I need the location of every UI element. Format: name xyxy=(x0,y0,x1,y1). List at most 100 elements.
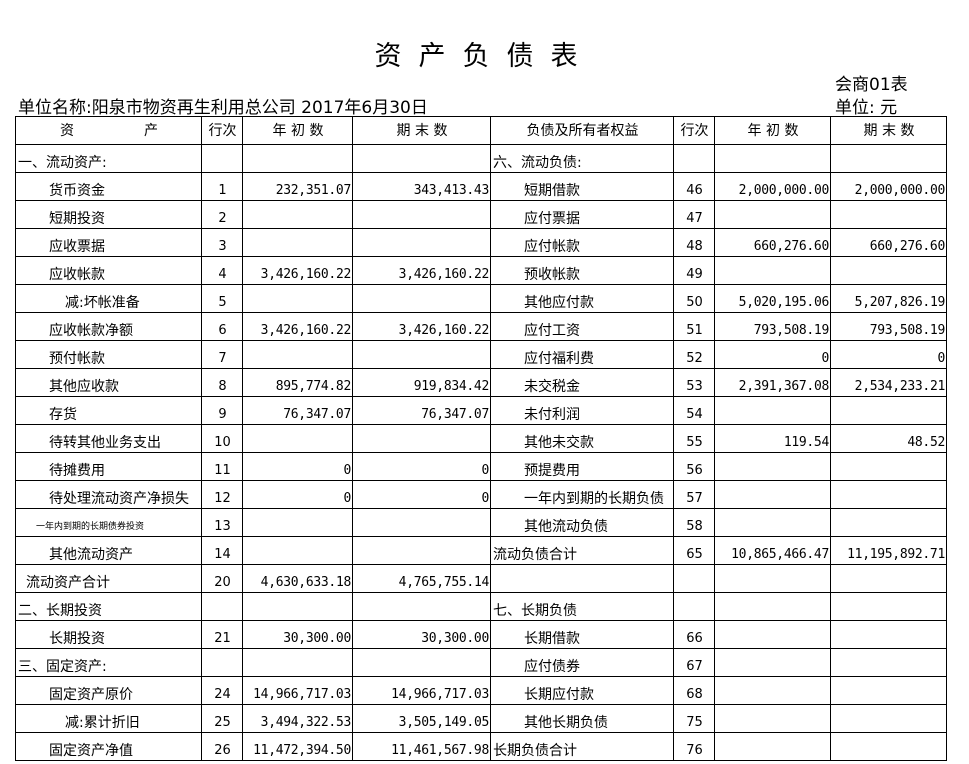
table-row: 减:坏帐准备 5 其他应付款 50 5,020,195.06 5,207,826.19 xyxy=(15,284,947,313)
asset-line-number xyxy=(201,648,243,677)
liability-ending-balance: 0 xyxy=(830,340,947,369)
table-row: 其他应收款 8 895,774.82 919,834.42 未交税金 53 2,391,36… xyxy=(15,368,947,397)
asset-beginning-balance: 0 xyxy=(242,452,353,481)
liability-beginning-balance: 2,391,367.08 xyxy=(714,368,831,397)
liability-beginning-balance xyxy=(714,200,831,229)
liability-beginning-balance xyxy=(714,564,831,593)
asset-item-label: 应收帐款净额 xyxy=(15,312,202,341)
liability-beginning-balance: 660,276.60 xyxy=(714,228,831,257)
liability-ending-balance xyxy=(830,396,947,425)
asset-line-number: 8 xyxy=(201,368,243,397)
asset-line-number: 7 xyxy=(201,340,243,369)
balance-sheet-table: 资 产 行次 年 初 数 期 末 数 负债及所有者权益 行次 年 初 数 期 末… xyxy=(15,116,947,761)
asset-ending-balance: 30,300.00 xyxy=(352,620,491,649)
liability-beginning-balance: 0 xyxy=(714,340,831,369)
liability-ending-balance: 2,000,000.00 xyxy=(830,172,947,201)
asset-ending-balance xyxy=(352,648,491,677)
liability-beginning-balance: 119.54 xyxy=(714,424,831,453)
asset-ending-balance xyxy=(352,536,491,565)
liability-ending-balance xyxy=(830,144,947,173)
liability-ending-balance xyxy=(830,508,947,537)
liability-line-number: 48 xyxy=(673,228,715,257)
asset-line-number: 3 xyxy=(201,228,243,257)
liability-item-label xyxy=(490,564,674,593)
asset-beginning-balance: 3,426,160.22 xyxy=(242,312,353,341)
asset-beginning-balance: 232,351.07 xyxy=(242,172,353,201)
liability-item-label: 其他未交款 xyxy=(490,424,674,453)
liability-ending-balance xyxy=(830,200,947,229)
asset-beginning-balance: 895,774.82 xyxy=(242,368,353,397)
liability-line-number: 58 xyxy=(673,508,715,537)
table-row: 一年内到期的长期债券投资 13 其他流动负债 58 xyxy=(15,508,947,537)
liability-line-number: 65 xyxy=(673,536,715,565)
asset-ending-balance: 3,505,149.05 xyxy=(352,704,491,733)
table-row: 存货 9 76,347.07 76,347.07 未付利润 54 xyxy=(15,396,947,425)
liability-ending-balance xyxy=(830,732,947,761)
asset-item-label: 其他应收款 xyxy=(15,368,202,397)
asset-beginning-balance xyxy=(242,284,353,313)
liability-item-label: 六、流动负债: xyxy=(490,144,674,173)
liability-ending-balance xyxy=(830,256,947,285)
asset-line-number: 9 xyxy=(201,396,243,425)
table-row: 流动资产合计 20 4,630,633.18 4,765,755.14 xyxy=(15,564,947,593)
header-end: 期 末 数 xyxy=(352,116,491,145)
asset-beginning-balance: 0 xyxy=(242,480,353,509)
form-number: 会商01表 xyxy=(835,75,908,95)
liability-line-number: 50 xyxy=(673,284,715,313)
asset-item-label: 短期投资 xyxy=(15,200,202,229)
asset-ending-balance xyxy=(352,592,491,621)
liability-beginning-balance xyxy=(714,256,831,285)
liability-beginning-balance xyxy=(714,508,831,537)
header-liabilities: 负债及所有者权益 xyxy=(490,116,674,145)
asset-ending-balance xyxy=(352,284,491,313)
liability-ending-balance xyxy=(830,648,947,677)
asset-ending-balance: 3,426,160.22 xyxy=(352,312,491,341)
table-row: 短期投资 2 应付票据 47 xyxy=(15,200,947,229)
asset-beginning-balance: 3,494,322.53 xyxy=(242,704,353,733)
table-row: 待转其他业务支出 10 其他未交款 55 119.54 48.52 xyxy=(15,424,947,453)
asset-line-number: 14 xyxy=(201,536,243,565)
table-row: 长期投资 21 30,300.00 30,300.00 长期借款 66 xyxy=(15,620,947,649)
page-title: 资产负债表 xyxy=(374,41,595,72)
asset-line-number: 6 xyxy=(201,312,243,341)
table-row: 固定资产净值 26 11,472,394.50 11,461,567.98 长期负债合计… xyxy=(15,732,947,761)
liability-item-label: 应付债券 xyxy=(490,648,674,677)
asset-beginning-balance: 30,300.00 xyxy=(242,620,353,649)
header-begin: 年 初 数 xyxy=(714,116,831,145)
asset-item-label: 待转其他业务支出 xyxy=(15,424,202,453)
asset-item-label: 一年内到期的长期债券投资 xyxy=(15,508,202,537)
liability-line-number: 75 xyxy=(673,704,715,733)
asset-ending-balance: 919,834.42 xyxy=(352,368,491,397)
liability-line-number: 76 xyxy=(673,732,715,761)
asset-beginning-balance: 11,472,394.50 xyxy=(242,732,353,761)
header-line-no: 行次 xyxy=(201,116,243,145)
liability-line-number xyxy=(673,592,715,621)
liability-line-number xyxy=(673,564,715,593)
liability-item-label: 七、长期负债 xyxy=(490,592,674,621)
liability-beginning-balance xyxy=(714,620,831,649)
asset-line-number: 4 xyxy=(201,256,243,285)
liability-beginning-balance xyxy=(714,592,831,621)
asset-ending-balance: 4,765,755.14 xyxy=(352,564,491,593)
table-row: 应收帐款 4 3,426,160.22 3,426,160.22 预收帐款 49 xyxy=(15,256,947,285)
liability-ending-balance: 660,276.60 xyxy=(830,228,947,257)
asset-item-label: 货币资金 xyxy=(15,172,202,201)
asset-line-number: 20 xyxy=(201,564,243,593)
liability-item-label: 其他长期负债 xyxy=(490,704,674,733)
liability-item-label: 长期负债合计 xyxy=(490,732,674,761)
asset-line-number: 2 xyxy=(201,200,243,229)
asset-line-number: 11 xyxy=(201,452,243,481)
table-row: 待处理流动资产净损失 12 0 0 一年内到期的长期负债 57 xyxy=(15,480,947,509)
liability-line-number xyxy=(673,144,715,173)
header-assets: 资 产 xyxy=(15,116,202,145)
asset-item-label: 一、流动资产: xyxy=(15,144,202,173)
liability-item-label: 其他流动负债 xyxy=(490,508,674,537)
liability-line-number: 66 xyxy=(673,620,715,649)
liability-ending-balance: 48.52 xyxy=(830,424,947,453)
liability-item-label: 一年内到期的长期负债 xyxy=(490,480,674,509)
liability-item-label: 应付票据 xyxy=(490,200,674,229)
asset-beginning-balance xyxy=(242,508,353,537)
liability-ending-balance xyxy=(830,676,947,705)
header-begin: 年 初 数 xyxy=(242,116,353,145)
liability-beginning-balance xyxy=(714,676,831,705)
